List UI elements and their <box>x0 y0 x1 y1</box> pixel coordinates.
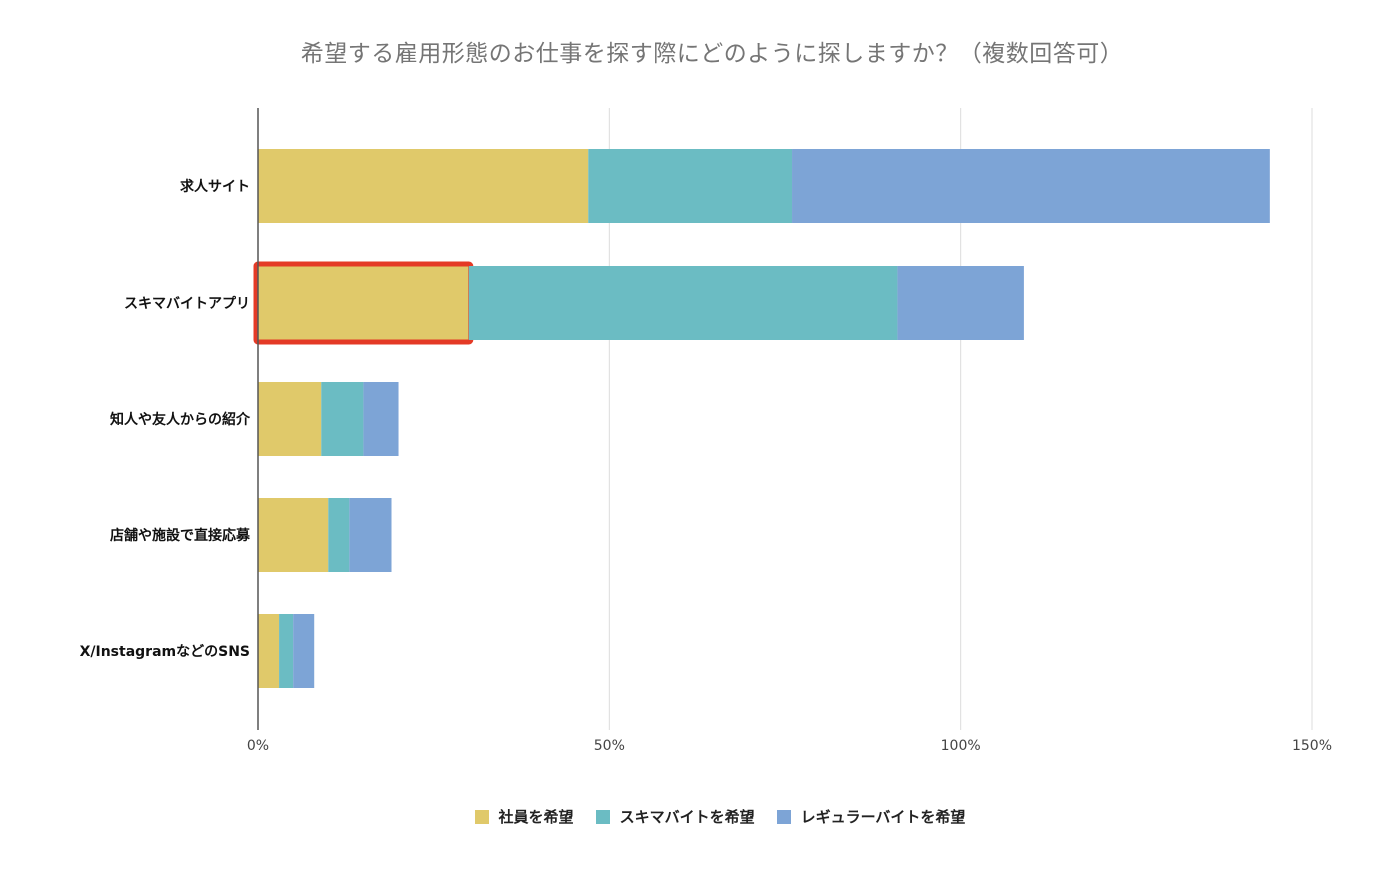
bar-segment <box>328 498 350 572</box>
bar-segment <box>258 614 280 688</box>
chart-title: 希望する雇用形態のお仕事を探す際にどのように探しますか？（複数回答可） <box>300 41 1124 67</box>
legend-item: 社員を希望 <box>474 806 574 827</box>
bar-segment <box>258 498 329 572</box>
legend-label: レギュラーバイトを希望 <box>800 808 966 826</box>
bar-segment <box>321 382 364 456</box>
bar-segment <box>349 498 392 572</box>
bar-segment <box>279 614 294 688</box>
x-tick-label: 50% <box>594 738 625 754</box>
bar-segment <box>258 149 589 223</box>
y-category-label: X/InstagramなどのSNS <box>80 644 250 660</box>
bar-segment <box>293 614 315 688</box>
bar-segment <box>897 266 1024 340</box>
chart-legend: 社員を希望 スキマバイトを希望 レギュラーバイトを希望 <box>0 806 1394 827</box>
bar-segment <box>363 382 399 456</box>
legend-label: スキマバイトを希望 <box>619 808 755 826</box>
legend-item: レギュラーバイトを希望 <box>776 806 966 827</box>
bar-segment <box>468 266 898 340</box>
x-tick-label: 100% <box>941 738 981 754</box>
legend-swatch <box>595 809 610 824</box>
bar-segment <box>588 149 793 223</box>
y-category-label: 知人や友人からの紹介 <box>110 411 251 428</box>
bar-segment <box>258 382 322 456</box>
x-tick-label: 150% <box>1292 738 1332 754</box>
bar-segment <box>792 149 1270 223</box>
y-category-label: スキマバイトアプリ <box>124 296 250 312</box>
legend-swatch <box>474 809 489 824</box>
y-category-label: 店舗や施設で直接応募 <box>110 527 251 544</box>
legend-label: 社員を希望 <box>498 808 574 826</box>
x-tick-label: 0% <box>247 738 269 754</box>
bar-segment <box>258 266 469 340</box>
legend-swatch <box>776 809 791 824</box>
y-category-label: 求人サイト <box>180 178 250 195</box>
legend-item: スキマバイトを希望 <box>595 806 755 827</box>
